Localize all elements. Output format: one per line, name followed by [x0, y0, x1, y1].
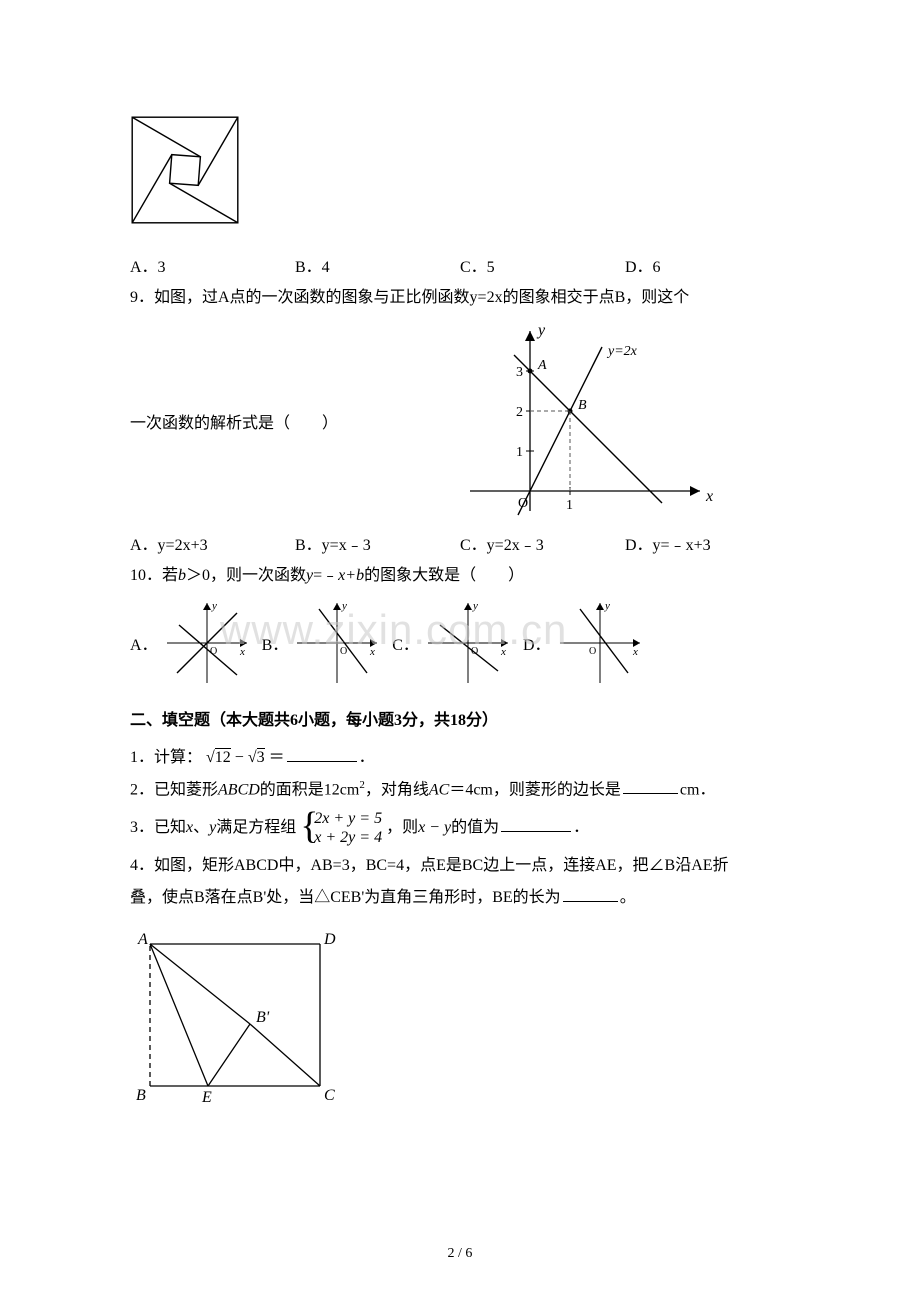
q8-opt-a: A．3	[130, 253, 295, 277]
pinwheel-figure	[130, 115, 240, 225]
svg-text:A: A	[137, 931, 148, 948]
q10-label-d: D．	[523, 631, 551, 655]
svg-text:D: D	[323, 931, 336, 948]
svg-text:y: y	[472, 600, 478, 612]
svg-text:2: 2	[516, 405, 523, 420]
s2-q3: 3．已知x、y满足方程组 { 2x + y = 5 x + 2y = 4 ，则x…	[130, 809, 790, 847]
fold-figure: A D B C E B'	[130, 926, 340, 1116]
svg-text:x: x	[239, 646, 245, 658]
svg-text:y: y	[211, 600, 217, 612]
q9-stem-1: 9．如图，过A点的一次函数的图象与正比例函数y=2x的图象相交于点B，则这个	[130, 285, 790, 311]
svg-text:B': B'	[256, 1009, 270, 1026]
section2-heading: 二、填空题（本大题共6小题，每小题3分，共18分）	[130, 706, 790, 730]
svg-text:A: A	[537, 358, 547, 373]
q8-opt-c: C．5	[460, 253, 625, 277]
svg-text:O: O	[340, 646, 347, 657]
svg-text:y=2x: y=2x	[606, 344, 638, 359]
q8-opt-b: B．4	[295, 253, 460, 277]
svg-text:y: y	[341, 600, 347, 612]
svg-text:x: x	[369, 646, 375, 658]
page-number: 2 / 6	[0, 1246, 920, 1262]
svg-text:x: x	[705, 488, 713, 505]
q9-options: A．y=2x+3 B．y=x﹣3 C．y=2x﹣3 D．y=﹣x+3	[130, 531, 790, 555]
blank-line	[623, 778, 678, 794]
svg-text:x: x	[632, 646, 638, 658]
q10-graph-a: x y O	[162, 598, 252, 688]
s2-q4-l2: 叠，使点B落在点B'处，当△CEB'为直角三角形时，BE的长为。	[130, 885, 790, 911]
svg-text:O: O	[589, 646, 596, 657]
q10-label-b: B．	[262, 631, 289, 655]
q9-graph: 1 2 3 1 O x y y=2x A	[460, 321, 720, 521]
s2-q2: 2．已知菱形ABCD的面积是12cm2，对角线AC＝4cm，则菱形的边长是cm．	[130, 777, 790, 803]
q9-stem-2: 一次函数的解析式是（ ）	[130, 415, 338, 432]
svg-text:B: B	[136, 1087, 146, 1104]
equation-system: { 2x + y = 5 x + 2y = 4	[300, 809, 382, 847]
q10-graph-b: x y O	[292, 598, 382, 688]
svg-text:1: 1	[516, 445, 523, 460]
svg-text:B: B	[578, 398, 587, 413]
q9-opt-d: D．y=﹣x+3	[625, 531, 790, 555]
q10-label-c: C．	[392, 631, 419, 655]
s2-q1: 1．计算： √12 − √3 ＝．	[130, 745, 790, 771]
q9-opt-c: C．y=2x﹣3	[460, 531, 625, 555]
q8-opt-d: D．6	[625, 253, 790, 277]
svg-text:x: x	[500, 646, 506, 658]
svg-text:y: y	[536, 322, 546, 339]
blank-line	[501, 816, 571, 832]
svg-text:1: 1	[566, 498, 573, 513]
svg-text:y: y	[604, 600, 610, 612]
s2-q4-l1: 4．如图，矩形ABCD中，AB=3，BC=4，点E是BC边上一点，连接AE，把∠…	[130, 853, 790, 879]
svg-text:3: 3	[516, 365, 523, 380]
svg-text:C: C	[324, 1087, 335, 1104]
q9-opt-a: A．y=2x+3	[130, 531, 295, 555]
blank-line	[287, 746, 357, 762]
svg-text:E: E	[201, 1089, 212, 1106]
q9-opt-b: B．y=x﹣3	[295, 531, 460, 555]
q10-label-a: A．	[130, 631, 158, 655]
q8-options: A．3 B．4 C．5 D．6	[130, 253, 790, 277]
q10-graph-c: x y O	[423, 598, 513, 688]
blank-line	[563, 886, 618, 902]
q10-options: A． x y O B．	[130, 598, 790, 688]
q10-stem: 10．若b＞0，则一次函数y=﹣x+b的图象大致是（ ）	[130, 563, 790, 589]
q10-graph-d: x y O	[555, 598, 645, 688]
